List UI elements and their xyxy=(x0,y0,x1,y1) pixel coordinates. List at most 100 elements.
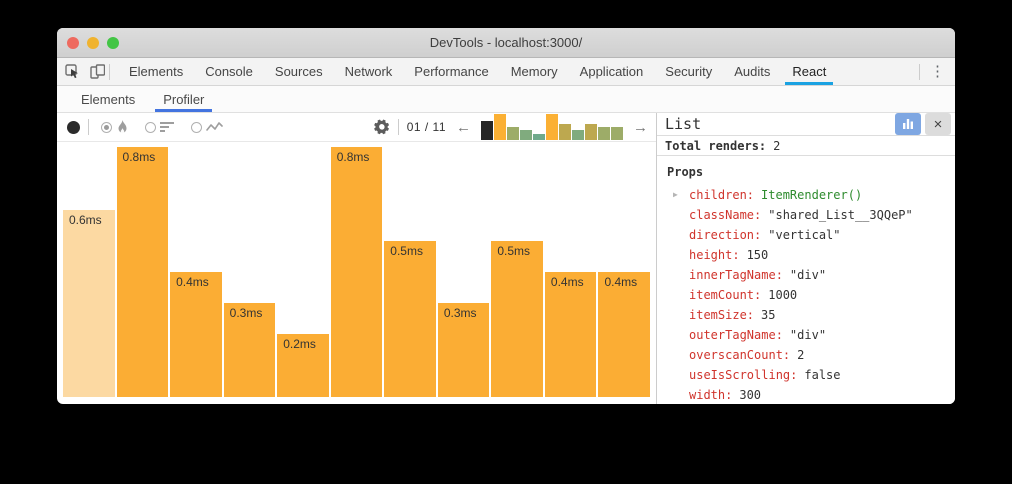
component-details-panel: List × Total renders: 2 Props ▶ children:… xyxy=(656,113,955,404)
next-snapshot-icon[interactable]: → xyxy=(633,118,648,136)
devtools-window: DevTools - localhost:3000/ Elements Conso… xyxy=(57,28,955,404)
devtools-menu-icon[interactable]: ⋮ xyxy=(930,63,945,80)
prop-value: "shared_List__3QQeP" xyxy=(768,208,913,222)
snapshot-bar-8[interactable] xyxy=(572,130,584,140)
commit-bar-11[interactable]: 0.4ms xyxy=(598,272,651,397)
interactions-chart-icon xyxy=(206,121,223,133)
inspect-element-icon[interactable] xyxy=(65,64,80,79)
prop-row-direction: direction: "vertical" xyxy=(665,225,947,245)
prop-key: innerTagName: xyxy=(689,268,783,282)
commit-bar-9[interactable]: 0.5ms xyxy=(491,241,543,397)
tab-audits[interactable]: Audits xyxy=(734,64,771,79)
close-window-button[interactable] xyxy=(67,36,79,49)
zoom-window-button[interactable] xyxy=(107,36,119,49)
expand-arrow-icon[interactable]: ▶ xyxy=(673,190,678,199)
commit-bar-3[interactable]: 0.4ms xyxy=(170,272,222,397)
prop-value: false xyxy=(804,368,841,382)
snapshot-bar-5[interactable] xyxy=(533,133,545,140)
commit-bar-label: 0.2ms xyxy=(283,337,316,351)
commit-bar-label: 0.4ms xyxy=(550,275,584,289)
traffic-lights xyxy=(67,28,119,57)
prop-value: 1000 xyxy=(768,288,798,302)
prop-value: 150 xyxy=(746,248,769,262)
prop-row-className: className: "shared_List__3QQeP" xyxy=(665,205,947,225)
panel-header: List × xyxy=(657,113,955,136)
component-name: List xyxy=(665,115,702,133)
prop-row-innerTagName: innerTagName: "div" xyxy=(665,265,947,285)
tab-elements[interactable]: Elements xyxy=(129,64,184,79)
commit-bar-label: 0.3ms xyxy=(229,306,263,320)
ranked-view-option[interactable] xyxy=(145,121,175,133)
prop-value: "vertical" xyxy=(768,228,841,242)
commit-bar-2[interactable]: 0.8ms xyxy=(116,147,169,397)
tab-react[interactable]: React xyxy=(781,58,837,85)
prop-key: outerTagName: xyxy=(689,328,783,342)
commit-bar-10[interactable]: 0.4ms xyxy=(544,272,597,397)
commit-bar-1[interactable]: 0.6ms xyxy=(63,210,115,397)
snapshot-bar-11[interactable] xyxy=(611,127,623,140)
snapshot-bar-1[interactable] xyxy=(481,120,493,140)
render-chart-toggle-button[interactable] xyxy=(895,113,921,135)
prop-value: "div" xyxy=(789,268,827,282)
commit-bar-4[interactable]: 0.3ms xyxy=(223,303,276,397)
prop-row-itemSize: itemSize: 35 xyxy=(665,305,947,325)
props-section: Props ▶ children: ItemRenderer() className:… xyxy=(657,156,955,404)
prop-row-children: ▶ children: ItemRenderer() xyxy=(665,185,947,205)
prop-value: 2 xyxy=(797,348,805,362)
device-toolbar-icon[interactable] xyxy=(90,64,105,79)
props-title: Props xyxy=(667,165,704,179)
snapshot-bar-6[interactable] xyxy=(546,114,558,140)
prop-row-useIsScrolling: useIsScrolling: false xyxy=(665,365,947,385)
tab-memory[interactable]: Memory xyxy=(510,64,558,79)
snapshot-bar-7[interactable] xyxy=(559,123,571,140)
prop-value: 35 xyxy=(761,308,776,322)
tab-performance[interactable]: Performance xyxy=(414,64,489,79)
commit-bar-chart: 0.6ms 0.8ms 0.4ms 0.3ms 0.2ms 0.8ms 0.5ms 0.3ms… xyxy=(57,142,656,404)
commit-bar-6[interactable]: 0.8ms xyxy=(330,147,383,397)
record-button[interactable] xyxy=(67,120,80,134)
total-renders-row: Total renders: 2 xyxy=(657,136,955,156)
commit-bar-label: 0.5ms xyxy=(497,244,531,258)
snapshot-bar-2[interactable] xyxy=(494,114,506,140)
interactions-view-option[interactable] xyxy=(191,121,223,133)
prop-row-outerTagName: outerTagName: "div" xyxy=(665,325,947,345)
react-subtabbar: Elements Profiler xyxy=(57,86,955,113)
total-renders-label: Total renders: xyxy=(665,138,767,153)
previous-snapshot-icon[interactable]: ← xyxy=(456,118,471,136)
tab-console[interactable]: Console xyxy=(205,64,253,79)
snapshot-bar-10[interactable] xyxy=(598,127,610,140)
snapshot-bar-4[interactable] xyxy=(520,130,532,140)
flamegraph-radio[interactable] xyxy=(101,121,112,133)
divider xyxy=(919,63,920,80)
devtools-tabs: Elements Console Sources Network Performance… xyxy=(118,58,919,85)
titlebar: DevTools - localhost:3000/ xyxy=(57,28,955,58)
ranked-radio[interactable] xyxy=(145,121,156,133)
flamegraph-view-option[interactable] xyxy=(101,119,129,135)
commit-bar-8[interactable]: 0.3ms xyxy=(437,303,490,397)
prop-key: direction: xyxy=(689,228,762,242)
tab-sources[interactable]: Sources xyxy=(274,64,323,79)
prop-row-itemCount: itemCount: 1000 xyxy=(665,285,947,305)
minimize-window-button[interactable] xyxy=(87,36,99,49)
total-renders-value: 2 xyxy=(773,138,781,153)
commit-bar-7[interactable]: 0.5ms xyxy=(384,241,436,397)
interactions-radio[interactable] xyxy=(191,121,202,133)
close-panel-button[interactable]: × xyxy=(925,113,951,135)
flame-icon xyxy=(116,119,129,135)
tab-security[interactable]: Security xyxy=(665,64,713,79)
tab-network[interactable]: Network xyxy=(344,64,393,79)
commit-bar-5[interactable]: 0.2ms xyxy=(277,334,329,397)
divider xyxy=(397,119,399,135)
prop-key: className: xyxy=(689,208,762,222)
settings-icon[interactable] xyxy=(373,119,390,135)
prop-key: useIsScrolling: xyxy=(689,368,798,382)
subtab-profiler[interactable]: Profiler xyxy=(149,86,218,112)
props-list: ▶ children: ItemRenderer() className: "share… xyxy=(665,185,947,404)
snapshot-bar-9[interactable] xyxy=(585,123,597,140)
commit-bar-label: 0.3ms xyxy=(443,306,477,320)
subtab-elements[interactable]: Elements xyxy=(81,91,136,107)
snapshot-bar-3[interactable] xyxy=(507,127,519,140)
commit-bar-label: 0.8ms xyxy=(336,150,370,164)
tab-application[interactable]: Application xyxy=(579,64,644,79)
snapshot-selector[interactable] xyxy=(481,114,623,140)
